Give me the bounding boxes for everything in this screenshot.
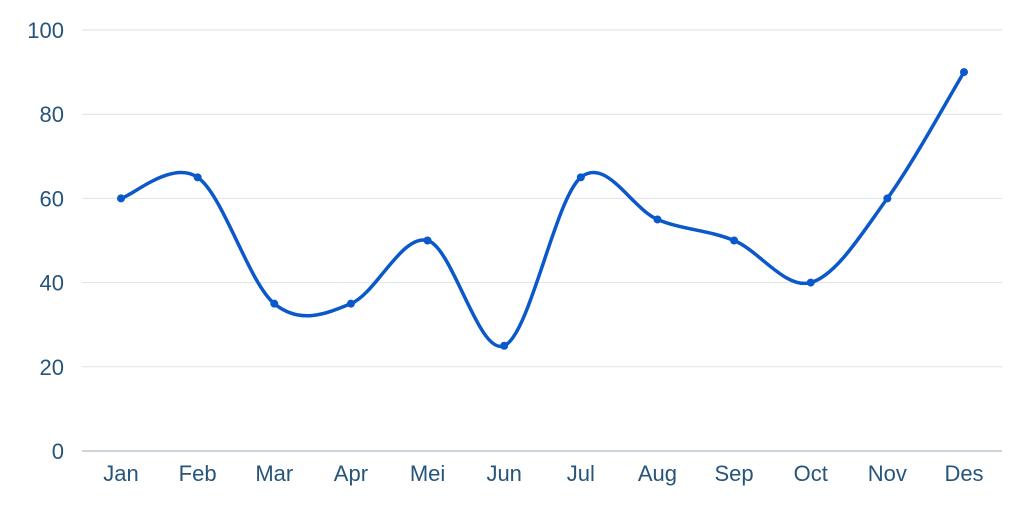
y-tick-label-0: 0 (52, 439, 64, 464)
data-point-feb (193, 173, 202, 182)
data-point-jan (117, 194, 125, 203)
x-tick-label-apr: Apr (334, 461, 368, 486)
data-point-jul (576, 173, 585, 182)
y-tick-label-100: 100 (27, 18, 64, 43)
data-point-mei (423, 236, 432, 245)
gridlines (82, 29, 1002, 368)
x-axis-tick-labels: Jan Feb Mar Apr Mei Jun Jul Aug Sep Oct Nov Des (103, 461, 983, 486)
data-point-apr (346, 299, 355, 308)
data-point-sep (730, 236, 739, 245)
y-tick-label-80: 80 (40, 102, 64, 127)
data-point-oct (806, 278, 815, 287)
x-tick-label-jul: Jul (567, 461, 595, 486)
data-point-nov (883, 194, 892, 203)
x-tick-label-mar: Mar (255, 461, 293, 486)
data-point-des (960, 68, 968, 77)
series-line-0 (119, 70, 966, 348)
y-axis-tick-labels: 0 20 40 60 80 100 (27, 18, 64, 464)
x-tick-label-jun: Jun (486, 461, 521, 486)
x-tick-label-jan: Jan (103, 461, 138, 486)
x-tick-label-nov: Nov (868, 461, 907, 486)
data-point-aug (653, 215, 662, 224)
data-point-mar (270, 299, 279, 308)
x-tick-label-feb: Feb (179, 461, 217, 486)
x-tick-label-sep: Sep (715, 461, 754, 486)
y-tick-label-20: 20 (40, 355, 64, 380)
x-tick-label-oct: Oct (794, 461, 828, 486)
x-tick-label-des: Des (944, 461, 983, 486)
x-tick-label-mei: Mei (410, 461, 445, 486)
data-point-jun (500, 341, 509, 350)
series-layer (117, 68, 968, 350)
y-tick-label-40: 40 (40, 271, 64, 296)
y-tick-label-60: 60 (40, 186, 64, 211)
x-tick-label-aug: Aug (638, 461, 677, 486)
